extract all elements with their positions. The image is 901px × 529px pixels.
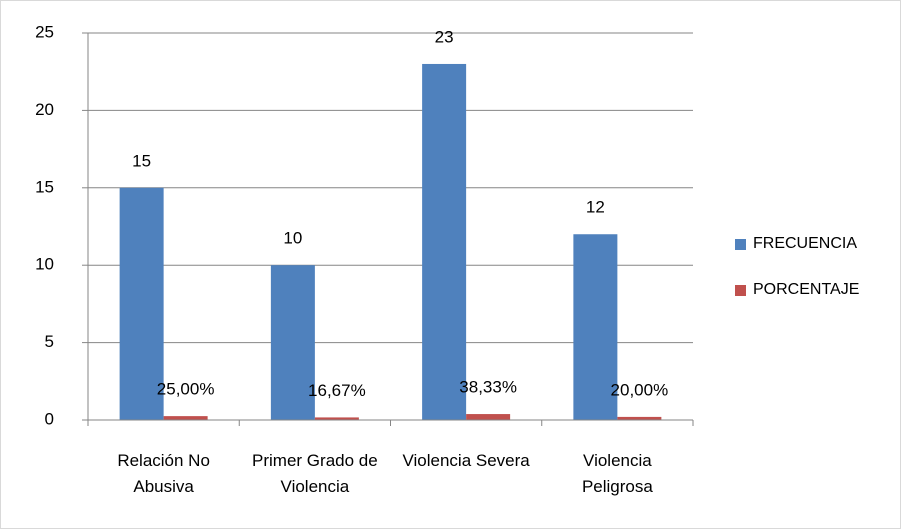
data-label: 15 bbox=[132, 151, 151, 170]
y-tick-label: 25 bbox=[35, 22, 54, 41]
x-tick-label: Violencia Peligrosa bbox=[581, 451, 653, 496]
bar bbox=[119, 187, 164, 420]
legend-label: FRECUENCIA bbox=[753, 235, 857, 252]
bar bbox=[163, 416, 208, 420]
bar bbox=[573, 234, 618, 420]
data-label: 38,33% bbox=[459, 378, 517, 397]
bar bbox=[422, 63, 467, 421]
bar bbox=[270, 265, 315, 420]
data-label: 25,00% bbox=[157, 380, 215, 399]
x-tick-label: Relación No Abusiva bbox=[117, 451, 210, 496]
y-tick-label: 10 bbox=[35, 255, 54, 274]
legend-label: PORCENTAJE bbox=[753, 281, 859, 298]
y-tick-label: 20 bbox=[35, 100, 54, 119]
y-tick-label: 5 bbox=[45, 332, 54, 351]
data-label: 23 bbox=[435, 27, 454, 46]
data-label: 10 bbox=[283, 229, 302, 248]
bar bbox=[617, 416, 662, 420]
legend-swatch bbox=[735, 239, 746, 250]
data-label: 16,67% bbox=[308, 381, 366, 400]
y-tick-label: 0 bbox=[45, 409, 54, 428]
x-tick-label: Violencia Severa bbox=[402, 451, 530, 470]
bar bbox=[466, 414, 511, 420]
data-label: 20,00% bbox=[611, 380, 669, 399]
legend-swatch bbox=[735, 285, 746, 296]
x-tick-label: Primer Grado de Violencia bbox=[252, 451, 378, 496]
bar bbox=[314, 417, 359, 420]
y-tick-label: 15 bbox=[35, 177, 54, 196]
data-label: 12 bbox=[586, 198, 605, 217]
